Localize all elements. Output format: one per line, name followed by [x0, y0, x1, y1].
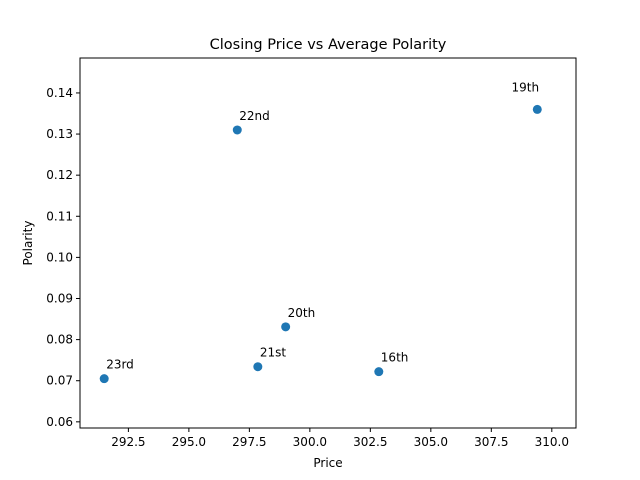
data-point-label: 23rd — [106, 358, 134, 372]
x-tick-label: 295.0 — [172, 435, 206, 449]
data-point — [532, 104, 542, 114]
data-point-label: 20th — [288, 306, 316, 320]
y-tick-label: 0.09 — [46, 292, 73, 306]
data-point — [99, 374, 109, 384]
y-axis-label: Polarity — [21, 221, 35, 266]
y-tick-label: 0.06 — [46, 415, 73, 429]
x-tick-label: 297.5 — [232, 435, 266, 449]
plot-frame — [79, 57, 577, 429]
data-point-label: 22nd — [239, 109, 270, 123]
x-tick-label: 307.5 — [474, 435, 508, 449]
data-point-label: 21st — [260, 346, 287, 360]
x-tick-label: 292.5 — [111, 435, 145, 449]
plot-area — [80, 58, 576, 428]
data-point — [232, 125, 242, 135]
y-tick-label: 0.12 — [46, 168, 73, 182]
data-point — [253, 362, 263, 372]
x-tick-label: 302.5 — [353, 435, 387, 449]
x-tick-label: 310.0 — [535, 435, 569, 449]
x-axis-label: Price — [313, 456, 342, 470]
marks-layer: 292.5 295.0 297.5 300.0 302.5 305.0 307.5 310.0… — [46, 80, 569, 449]
x-tick-label: 300.0 — [293, 435, 327, 449]
y-tick-label: 0.10 — [46, 250, 73, 264]
x-tick-label: 305.0 — [414, 435, 448, 449]
data-point — [374, 367, 384, 377]
y-tick-label: 0.14 — [46, 86, 73, 100]
data-point — [281, 322, 291, 332]
y-tick-label: 0.07 — [46, 374, 73, 388]
y-tick-label: 0.13 — [46, 127, 73, 141]
data-point-label: 16th — [381, 351, 409, 365]
chart-title: Closing Price vs Average Polarity — [210, 37, 447, 53]
y-tick-label: 0.08 — [46, 333, 73, 347]
y-tick-label: 0.11 — [46, 209, 73, 223]
data-point-label: 19th — [511, 80, 539, 94]
